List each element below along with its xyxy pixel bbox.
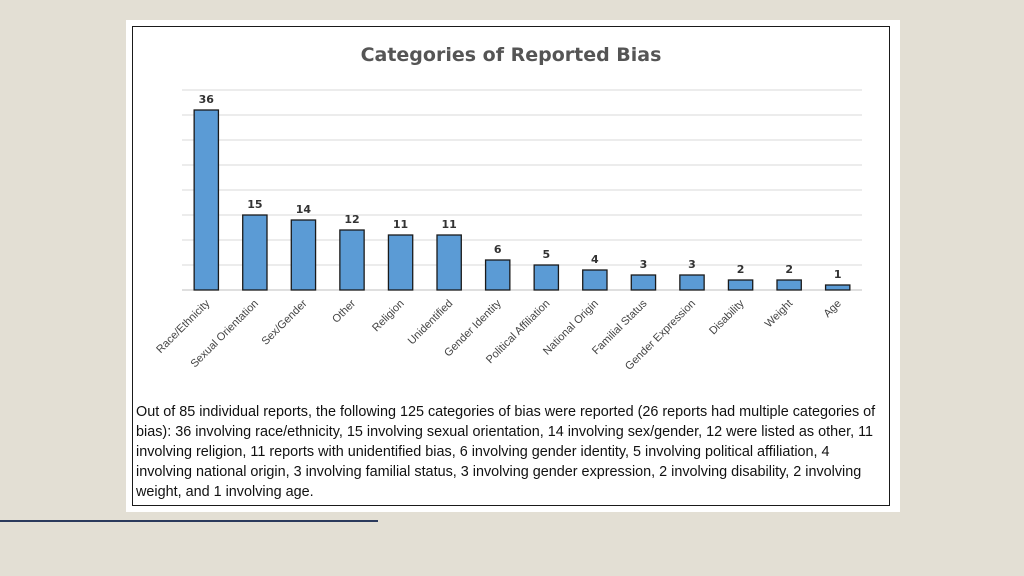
x-tick-label: Weight — [763, 298, 796, 331]
chart-title: Categories of Reported Bias — [360, 44, 662, 66]
bar — [387, 234, 414, 291]
bar — [727, 279, 754, 291]
bar — [582, 269, 608, 291]
data-label: 2 — [785, 263, 793, 276]
x-tick-label: Age — [822, 298, 844, 320]
x-tick-label: Sex/Gender — [260, 297, 310, 347]
x-tick-label: Disability — [707, 297, 747, 337]
divider-line — [0, 520, 378, 522]
bars — [193, 109, 851, 291]
bar — [290, 219, 317, 291]
data-label: 14 — [296, 203, 312, 216]
bar — [339, 229, 365, 291]
data-label: 5 — [542, 248, 550, 261]
chart-caption: Out of 85 individual reports, the follow… — [136, 404, 876, 500]
data-label: 36 — [199, 93, 215, 106]
x-tick-label: Other — [330, 297, 358, 325]
data-label: 15 — [247, 198, 262, 211]
bar — [679, 274, 705, 291]
data-label: 6 — [494, 243, 502, 256]
data-labels: 36 15 14 12 11 11 6 5 4 3 3 2 2 1 — [199, 93, 842, 281]
data-label: 3 — [688, 258, 696, 271]
bar — [630, 274, 657, 291]
bar — [776, 279, 802, 291]
data-label: 2 — [737, 263, 745, 276]
x-tick-label: Religion — [370, 298, 407, 335]
x-tick-label: Unidentified — [406, 298, 456, 348]
data-label: 1 — [834, 268, 842, 281]
data-label: 12 — [344, 213, 359, 226]
data-label: 3 — [640, 258, 648, 271]
gridlines — [182, 89, 862, 291]
bar — [193, 109, 220, 291]
data-label: 11 — [393, 218, 408, 231]
bar — [824, 284, 851, 291]
data-label: 11 — [441, 218, 456, 231]
bar — [436, 234, 462, 291]
bar — [484, 259, 511, 291]
bar — [242, 214, 268, 291]
data-label: 4 — [591, 253, 599, 266]
bar — [533, 264, 560, 291]
